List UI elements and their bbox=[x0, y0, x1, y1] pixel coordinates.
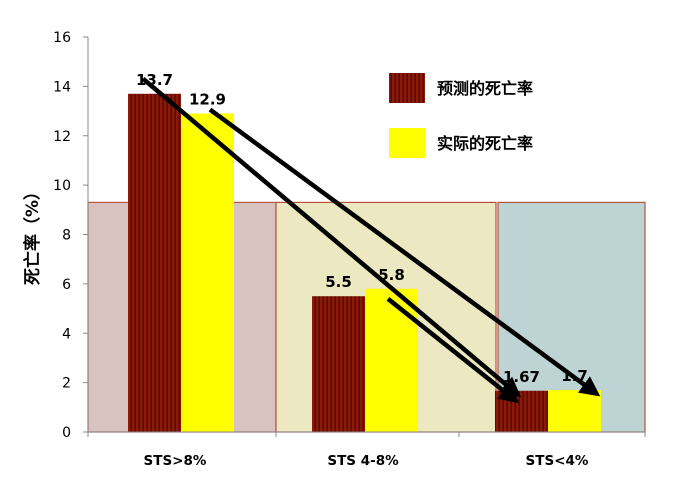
trend-arrow-2 bbox=[208, 107, 601, 397]
y-tick-label-0: 0 bbox=[62, 425, 71, 441]
y-tick-label-2: 2 bbox=[62, 376, 71, 392]
bar-actual-1 bbox=[181, 113, 234, 432]
data-label-actual-1: 12.9 bbox=[189, 91, 226, 109]
trend-arrow-3 bbox=[386, 297, 520, 404]
x-category-label-1: STS>8% bbox=[144, 453, 207, 469]
bar-predicted-1 bbox=[128, 93, 181, 432]
y-axis-title: 死亡率（%） bbox=[22, 183, 43, 285]
x-category-label-2: STS 4-8% bbox=[327, 453, 399, 469]
y-tick-label-10: 10 bbox=[53, 178, 71, 194]
bar-predicted-2 bbox=[312, 296, 365, 432]
data-label-predicted-3: 1.67 bbox=[503, 368, 540, 386]
y-tick-label-8: 8 bbox=[62, 228, 71, 244]
y-tick-label-4: 4 bbox=[62, 326, 71, 342]
data-label-predicted-2: 5.5 bbox=[325, 273, 352, 291]
legend-swatch-actual bbox=[389, 128, 425, 158]
legend-swatch-predicted bbox=[389, 73, 425, 103]
y-tick-label-14: 14 bbox=[53, 79, 71, 95]
data-label-actual-2: 5.8 bbox=[378, 266, 405, 284]
bar-actual-3 bbox=[548, 390, 601, 432]
y-tick-label-16: 16 bbox=[53, 30, 71, 46]
bar-predicted-3 bbox=[495, 390, 548, 432]
y-tick-label-6: 6 bbox=[62, 277, 71, 293]
x-category-label-3: STS<4% bbox=[526, 453, 589, 469]
trend-arrow-1 bbox=[141, 77, 522, 398]
y-tick-label-12: 12 bbox=[53, 129, 71, 145]
legend-label-actual: 实际的死亡率 bbox=[437, 134, 533, 153]
legend-label-predicted: 预测的死亡率 bbox=[437, 79, 533, 98]
data-label-predicted-1: 13.7 bbox=[136, 71, 173, 89]
bar-actual-2 bbox=[365, 288, 418, 432]
